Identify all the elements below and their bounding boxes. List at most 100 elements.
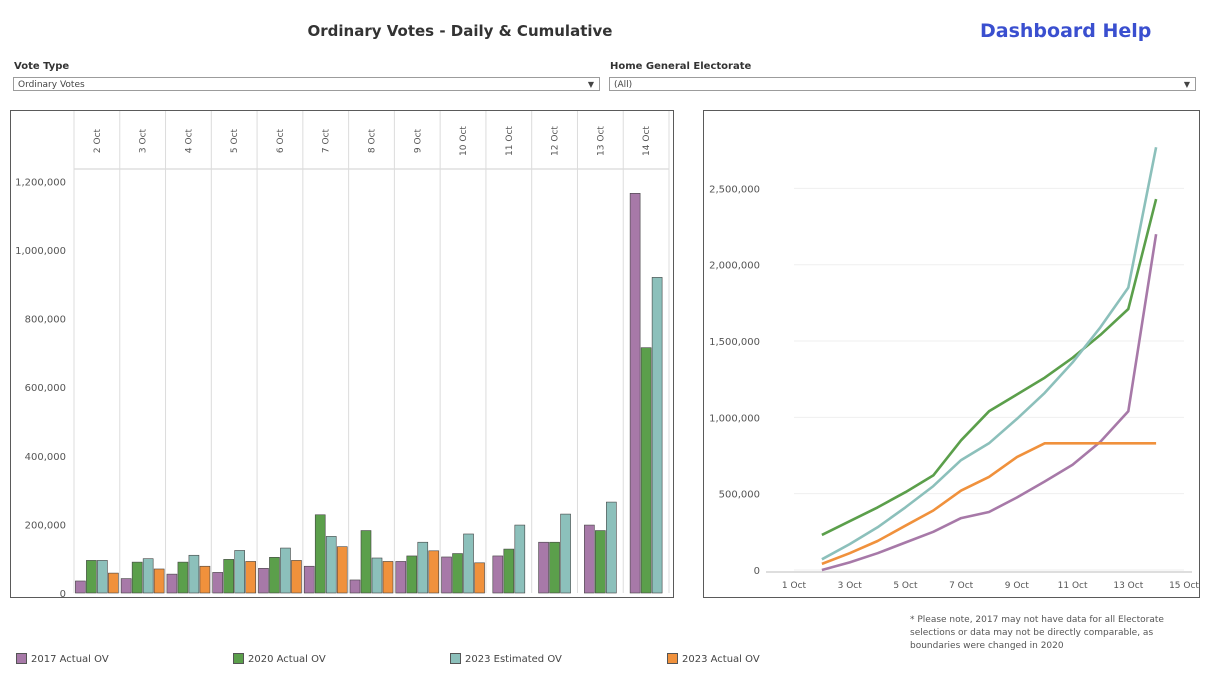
bar bbox=[560, 513, 571, 594]
electorate-select[interactable]: (All) ▼ bbox=[609, 77, 1196, 91]
bar bbox=[336, 546, 348, 594]
bar bbox=[441, 556, 452, 594]
x-tick-label: 7 Oct bbox=[322, 128, 332, 153]
electorate-value: (All) bbox=[614, 80, 633, 90]
chevron-down-icon: ▼ bbox=[1183, 80, 1190, 89]
legend-swatch bbox=[450, 653, 461, 664]
bar bbox=[153, 568, 165, 594]
y-tick-label: 1,000,000 bbox=[709, 413, 760, 424]
y-tick-label: 800,000 bbox=[25, 315, 66, 326]
y-tick-label: 0 bbox=[60, 589, 66, 597]
bar bbox=[245, 561, 256, 594]
bar bbox=[269, 557, 280, 594]
y-tick-label: 1,200,000 bbox=[15, 177, 66, 188]
y-tick-label: 0 bbox=[754, 566, 760, 577]
electorate-label: Home General Electorate bbox=[610, 61, 752, 72]
y-tick-label: 500,000 bbox=[719, 490, 760, 501]
bar bbox=[492, 555, 504, 594]
legend-label: 2023 Estimated OV bbox=[465, 654, 562, 665]
bar bbox=[131, 561, 143, 594]
bar bbox=[223, 559, 234, 594]
bar bbox=[651, 277, 663, 594]
page-title: Ordinary Votes - Daily & Cumulative bbox=[307, 22, 613, 40]
x-tick-label: 5 Oct bbox=[230, 128, 240, 153]
legend-swatch bbox=[667, 653, 678, 664]
x-tick-label: 13 Oct bbox=[1113, 581, 1143, 591]
x-tick-label: 1 Oct bbox=[782, 581, 807, 591]
bar bbox=[199, 565, 211, 594]
y-tick-label: 2,500,000 bbox=[709, 184, 760, 195]
bar bbox=[474, 562, 485, 594]
bar bbox=[640, 347, 652, 594]
cumulative-line-chart-panel: 0 500,000 1,000,000 1,500,000 2,000,000 2,500… bbox=[703, 110, 1200, 598]
x-tick-label: 11 Oct bbox=[505, 126, 515, 156]
x-tick-label: 4 Oct bbox=[184, 128, 194, 153]
legend-swatch bbox=[233, 653, 244, 664]
daily-bar-chart: 0 200,000 400,000 600,000 800,000 1,000,000 1,… bbox=[15, 111, 670, 600]
bar bbox=[325, 536, 337, 594]
series-line bbox=[821, 146, 1158, 561]
data-note: * Please note, 2017 may not have data fo… bbox=[910, 615, 1164, 651]
vote-type-label: Vote Type bbox=[14, 61, 70, 72]
legend-label: 2017 Actual OV bbox=[31, 654, 109, 665]
bar bbox=[503, 548, 515, 594]
x-tick-label: 5 Oct bbox=[893, 581, 918, 591]
bar bbox=[606, 501, 617, 594]
y-tick-label: 600,000 bbox=[25, 383, 66, 394]
series-line bbox=[821, 441, 1157, 566]
x-tick-label: 6 Oct bbox=[276, 128, 286, 153]
bar bbox=[349, 579, 361, 594]
chevron-down-icon: ▼ bbox=[587, 80, 594, 89]
bar bbox=[406, 555, 418, 594]
bar bbox=[371, 557, 383, 594]
bar bbox=[595, 530, 606, 594]
x-tick-label: 9 Oct bbox=[1005, 581, 1030, 591]
bar bbox=[166, 573, 178, 594]
vote-type-select[interactable]: Ordinary Votes ▼ bbox=[13, 77, 600, 91]
bar bbox=[97, 560, 108, 594]
bar bbox=[395, 561, 407, 594]
bar bbox=[538, 541, 549, 594]
legend-item[interactable]: 2020 Actual OV bbox=[233, 653, 326, 665]
bar bbox=[360, 530, 372, 594]
bar bbox=[428, 550, 440, 594]
series-line bbox=[821, 233, 1158, 572]
y-tick-label: 1,500,000 bbox=[709, 337, 760, 348]
bar bbox=[452, 553, 463, 594]
bar bbox=[142, 558, 154, 594]
x-tick-label: 15 Oct bbox=[1169, 581, 1199, 591]
x-tick-label: 2 Oct bbox=[93, 128, 103, 153]
x-tick-label: 14 Oct bbox=[642, 126, 652, 156]
daily-bar-chart-panel: 0 200,000 400,000 600,000 800,000 1,000,000 1,… bbox=[10, 110, 674, 600]
bar bbox=[86, 560, 97, 594]
bar bbox=[314, 514, 326, 594]
bar bbox=[303, 565, 315, 594]
x-tick-label: 12 Oct bbox=[551, 126, 561, 156]
legend-item[interactable]: 2023 Actual OV bbox=[667, 653, 760, 665]
y-tick-label: 400,000 bbox=[25, 452, 66, 463]
legend-label: 2020 Actual OV bbox=[248, 654, 326, 665]
cumulative-line-chart: 0 500,000 1,000,000 1,500,000 2,000,000 2,500… bbox=[709, 146, 1199, 591]
bar bbox=[120, 578, 132, 594]
x-tick-label: 8 Oct bbox=[368, 128, 378, 153]
x-tick-label: 10 Oct bbox=[459, 126, 469, 156]
bar bbox=[258, 567, 269, 594]
bar bbox=[234, 550, 245, 594]
legend-item[interactable]: 2023 Estimated OV bbox=[450, 653, 562, 665]
bar bbox=[188, 554, 200, 594]
bar bbox=[291, 560, 302, 594]
x-tick-label: 11 Oct bbox=[1058, 581, 1088, 591]
bar bbox=[382, 561, 394, 594]
dashboard-help-link[interactable]: Dashboard Help bbox=[980, 20, 1152, 42]
bar bbox=[177, 561, 189, 594]
legend-swatch bbox=[16, 653, 27, 664]
bar bbox=[108, 572, 119, 594]
x-tick-label: 3 Oct bbox=[838, 581, 863, 591]
bar bbox=[549, 541, 560, 594]
bar bbox=[629, 193, 641, 594]
x-tick-label: 7 Oct bbox=[949, 581, 974, 591]
y-tick-label: 2,000,000 bbox=[709, 261, 760, 272]
legend-item[interactable]: 2017 Actual OV bbox=[16, 653, 109, 665]
x-tick-label: 9 Oct bbox=[413, 128, 423, 153]
bar bbox=[75, 580, 86, 594]
